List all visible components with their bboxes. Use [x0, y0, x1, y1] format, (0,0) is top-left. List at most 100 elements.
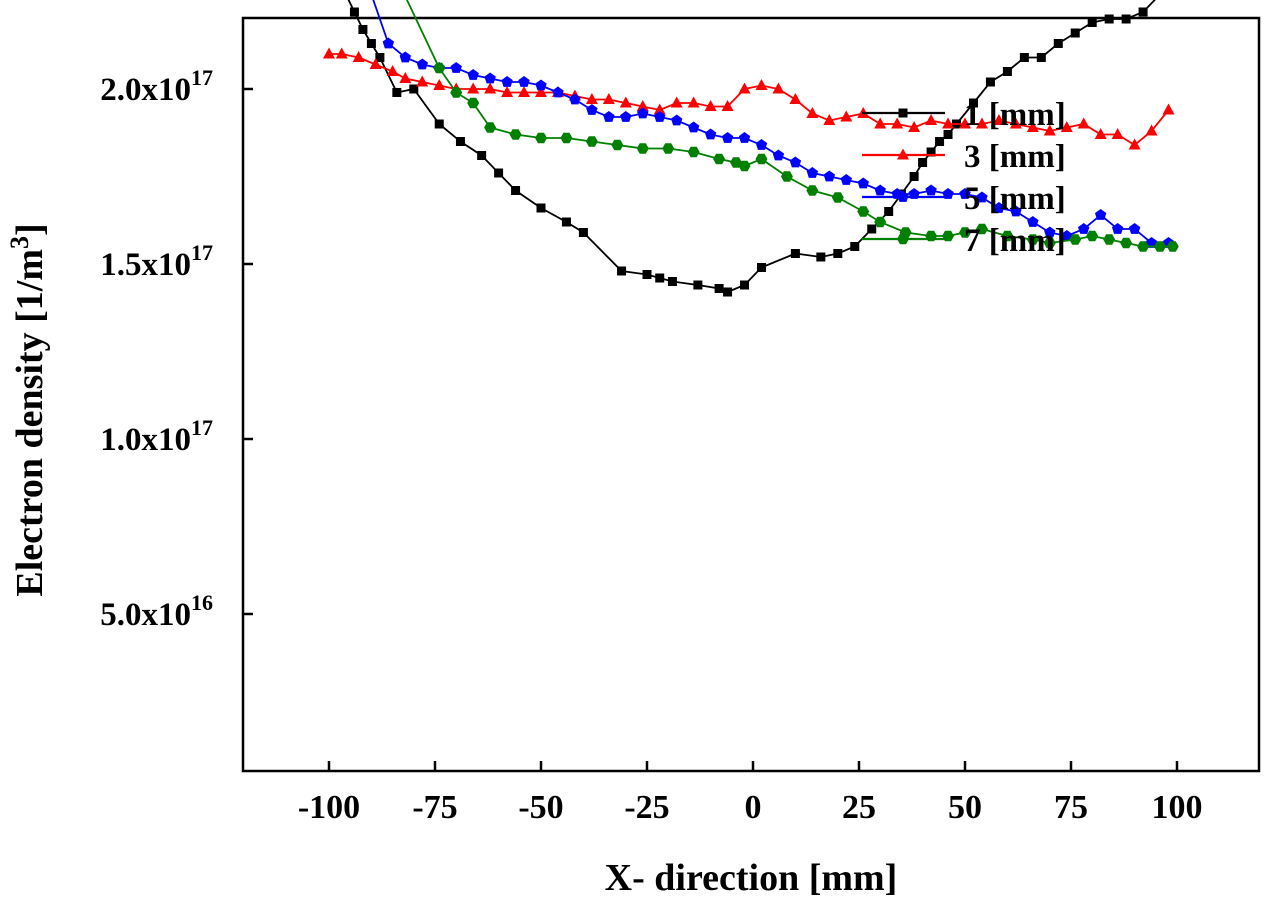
data-point [1043, 237, 1056, 249]
legend-marker [898, 108, 908, 118]
data-point [789, 93, 802, 104]
data-point [620, 111, 632, 122]
legend-label: 5 [mm] [964, 181, 1066, 217]
data-point [959, 188, 971, 199]
data-point [1120, 237, 1133, 249]
data-point [816, 252, 826, 262]
data-point [755, 79, 768, 90]
data-point [670, 96, 683, 108]
data-point [1001, 230, 1014, 242]
data-point [619, 96, 632, 108]
data-point [392, 88, 402, 97]
data-point [1094, 209, 1107, 220]
data-point [850, 242, 860, 251]
data-point [1111, 223, 1124, 234]
series-2 [323, 47, 1175, 150]
data-point [1069, 234, 1082, 245]
legend-marker [897, 233, 909, 245]
data-point [831, 192, 844, 203]
x-tick-label: 0 [745, 789, 762, 826]
x-axis-ticks: -100 -75 -50 -25 0 25 50 75 100 [298, 761, 1203, 826]
data-point [536, 203, 546, 213]
data-point [358, 25, 368, 34]
data-point [857, 206, 870, 217]
data-point [975, 223, 988, 235]
data-point [653, 103, 666, 115]
data-point [755, 139, 768, 150]
data-point [884, 207, 894, 216]
data-point [714, 284, 724, 293]
data-point [484, 82, 497, 94]
data-point [738, 82, 751, 94]
data-point [1137, 241, 1150, 252]
data-point [416, 75, 429, 87]
data-point [1103, 234, 1116, 245]
data-point [993, 202, 1005, 213]
data-point [636, 100, 649, 111]
data-point [772, 149, 785, 161]
data-point [874, 184, 886, 196]
data-point [693, 280, 703, 290]
data-point [637, 107, 649, 119]
data-point [484, 122, 497, 133]
data-point [1077, 117, 1090, 129]
data-point [713, 153, 726, 165]
data-point [1060, 121, 1073, 132]
data-point [484, 72, 496, 84]
data-point [1094, 128, 1107, 139]
data-point [369, 58, 382, 69]
data-point [477, 151, 487, 160]
data-point [926, 147, 936, 157]
data-point [975, 117, 988, 129]
data-point [1087, 18, 1097, 27]
data-point [1145, 124, 1158, 136]
data-point [518, 76, 530, 87]
data-point [772, 82, 785, 94]
x-tick-label: 100 [1152, 789, 1203, 826]
data-point [1128, 138, 1141, 150]
data-point [501, 76, 513, 87]
data-point [1166, 241, 1179, 252]
data-point [494, 168, 504, 178]
data-point [552, 86, 564, 98]
data-point [780, 171, 793, 182]
legend: 1 [mm] 3 [mm] 5 [mm] 7 [mm] [862, 97, 1066, 259]
data-point [1043, 124, 1056, 136]
y-axis-label: Electron density [1/m3] [5, 223, 51, 596]
series-4 [406, 0, 1179, 252]
data-point [823, 114, 836, 125]
x-axis-label: X- direction [mm] [605, 857, 898, 899]
x-tick-label: 50 [948, 789, 982, 826]
data-point [1138, 7, 1148, 17]
data-point [756, 263, 766, 272]
data-point [636, 143, 649, 154]
data-point [1128, 223, 1141, 234]
data-point [399, 51, 412, 63]
data-point [670, 114, 683, 126]
data-point [935, 137, 945, 146]
data-point [535, 132, 547, 144]
data-point [840, 174, 852, 185]
data-point [833, 249, 843, 258]
data-point [585, 136, 598, 147]
data-point [352, 51, 365, 62]
plot-frame [241, 16, 1261, 773]
data-point [806, 185, 819, 196]
data-point [959, 227, 971, 238]
data-point [857, 177, 869, 189]
y-tick-label: 1.0x1017 [100, 415, 213, 458]
data-point [433, 62, 446, 74]
data-point [603, 111, 615, 122]
legend-marker [897, 148, 909, 160]
data-point [1009, 117, 1022, 129]
data-point [1019, 53, 1029, 62]
y-tick-label: 5.0x1016 [100, 590, 213, 633]
legend-label: 1 [mm] [964, 97, 1066, 133]
data-point [560, 132, 573, 144]
data-point [874, 216, 887, 228]
data-point [569, 93, 581, 105]
data-point [909, 172, 919, 181]
data-point [908, 121, 921, 132]
data-point [687, 121, 700, 133]
